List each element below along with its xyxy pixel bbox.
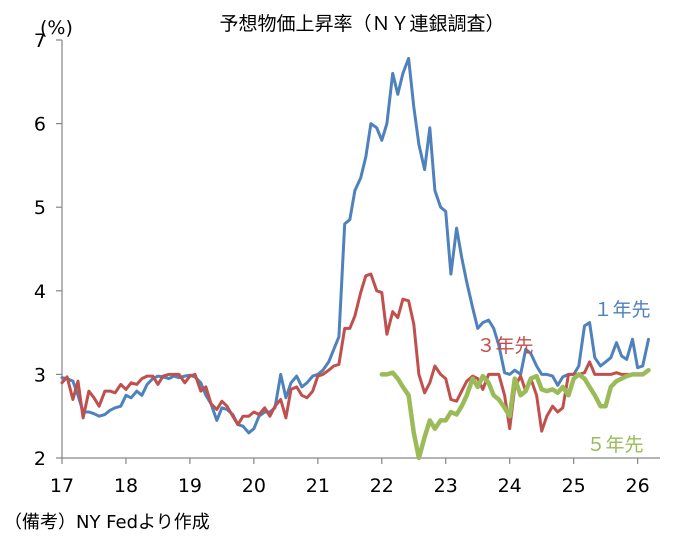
x-tick-label: 25 xyxy=(562,475,586,497)
series-line-2 xyxy=(60,272,650,433)
x-tick-label: 26 xyxy=(626,475,650,497)
y-axis-unit-label: (%) xyxy=(40,17,73,39)
series-line-1 xyxy=(60,56,650,435)
series-lines xyxy=(60,56,651,461)
y-tick-label: 7 xyxy=(34,30,46,52)
y-tick-label: 6 xyxy=(34,114,46,136)
chart-title: 予想物価上昇率（ＮＹ連銀調査） xyxy=(219,13,504,35)
x-axis-ticks: 17 18 19 20 21 22 23 24 25 26 xyxy=(50,458,650,497)
x-tick-label: 23 xyxy=(434,475,458,497)
x-tick-label: 18 xyxy=(114,475,138,497)
series-labels: １年先 ３年先 ５年先 xyxy=(476,299,650,456)
series-line-3 xyxy=(379,367,651,461)
y-tick-label: 5 xyxy=(34,197,46,219)
x-tick-label: 21 xyxy=(306,475,330,497)
series-label-3: ５年先 xyxy=(586,434,643,456)
y-tick-label: 2 xyxy=(34,448,46,470)
y-axis-ticks: 2 3 4 5 6 7 xyxy=(34,30,62,470)
x-tick-label: 17 xyxy=(50,475,74,497)
axes xyxy=(61,40,660,459)
series-label-2: ３年先 xyxy=(476,335,533,357)
source-note: （備考）NY Fedより作成 xyxy=(4,512,210,533)
x-tick-label: 20 xyxy=(242,475,266,497)
series-label-1: １年先 xyxy=(593,299,650,321)
x-tick-label: 22 xyxy=(370,475,394,497)
y-tick-label: 4 xyxy=(34,281,46,303)
x-tick-label: 24 xyxy=(498,475,522,497)
x-tick-label: 19 xyxy=(178,475,202,497)
y-tick-label: 3 xyxy=(34,364,46,386)
